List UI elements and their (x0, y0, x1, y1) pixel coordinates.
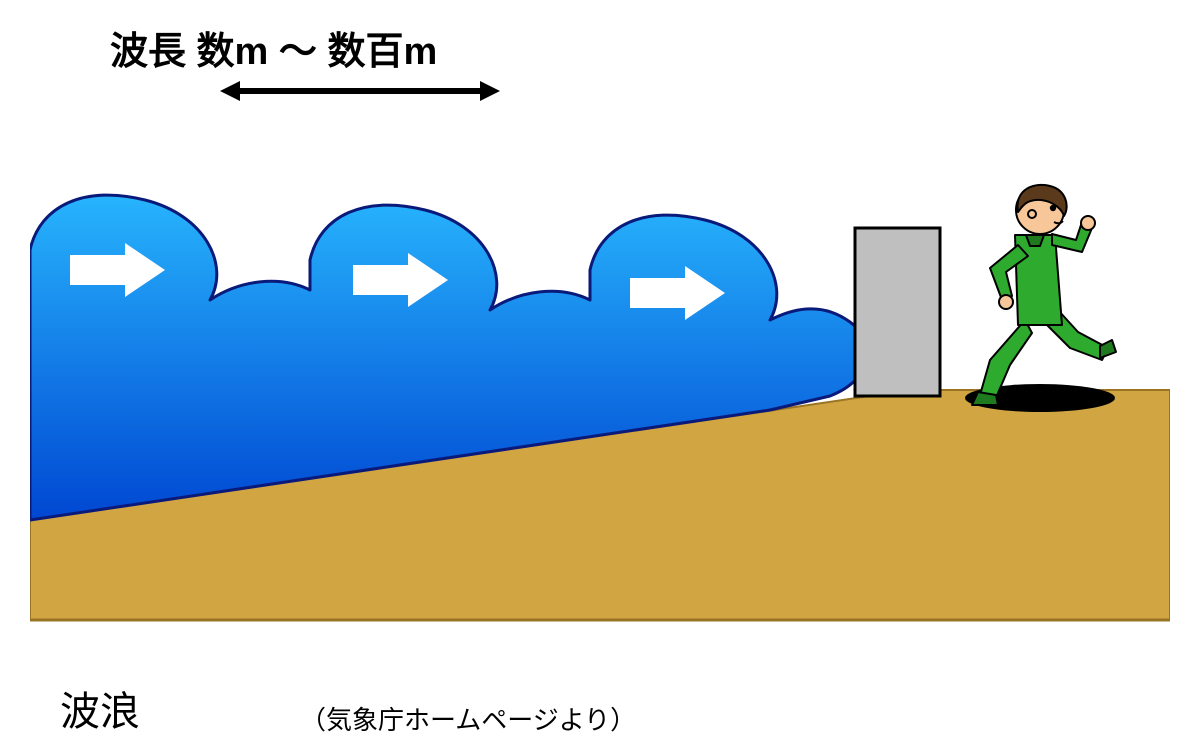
person-icon (972, 185, 1116, 405)
caption-row: 波浪 （気象庁ホームページより） (60, 679, 1060, 737)
seawall-shape (855, 228, 940, 396)
diagram-stage: 波長 数m ～ 数百m (0, 0, 1200, 751)
diagram-credit: （気象庁ホームページより） (300, 700, 636, 737)
wave-diagram (30, 0, 1170, 640)
diagram-title: 波浪 (60, 679, 140, 737)
